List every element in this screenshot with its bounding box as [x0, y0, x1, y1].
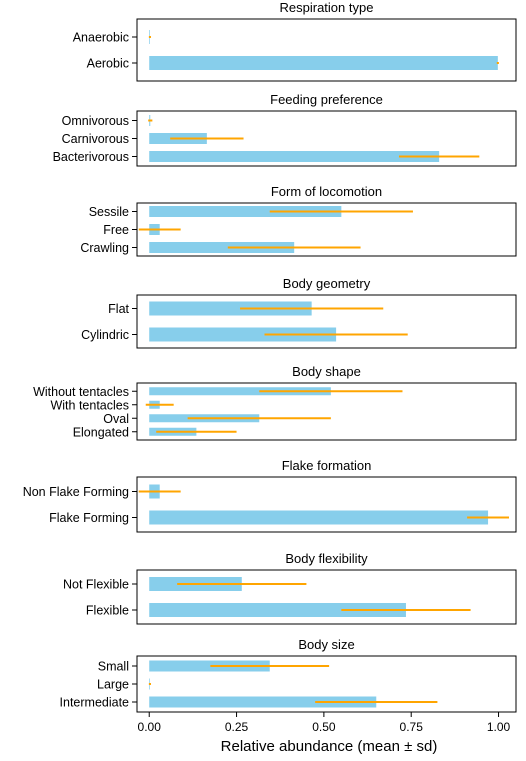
chart-panels: Respiration type Anaerobic Aerobic Feeding … — [23, 0, 517, 713]
x-tick-label: 0.00 — [138, 720, 162, 734]
category-label: Non Flake Forming — [23, 485, 129, 499]
bar — [149, 603, 406, 617]
bar — [149, 660, 270, 672]
category-label: Flexible — [86, 604, 129, 618]
bar — [149, 242, 295, 253]
category-label: Flake Forming — [49, 511, 129, 525]
bar — [149, 301, 312, 316]
category-label: Crawling — [80, 241, 129, 255]
category-label: Oval — [103, 412, 129, 426]
bar — [149, 327, 337, 342]
bar — [149, 696, 377, 708]
panel-8: Body size Small Large Intermediate — [60, 637, 517, 713]
panel-frame — [136, 18, 517, 82]
panel-frame — [136, 476, 517, 533]
category-label: Without tentacles — [33, 385, 129, 399]
category-label: Bacterivorous — [53, 150, 129, 164]
category-label: With tentacles — [50, 398, 129, 412]
category-label: Omnivorous — [62, 114, 129, 128]
category-label: Aerobic — [87, 57, 129, 71]
panel-frame — [136, 382, 517, 441]
bar — [149, 151, 440, 162]
x-axis: 0.00 0.25 0.50 0.75 1.00 — [138, 712, 511, 734]
bar — [149, 56, 498, 70]
category-label: Large — [97, 678, 129, 692]
panel-2: Feeding preference Omnivorous Carnivorous B… — [53, 92, 517, 167]
x-tick-label: 0.50 — [312, 720, 336, 734]
panel-3: Form of locomotion Sessile Free Crawling — [80, 184, 517, 257]
x-axis-title: Relative abundance (mean ± sd) — [221, 738, 438, 755]
category-label: Elongated — [73, 425, 129, 439]
panel-1: Respiration type Anaerobic Aerobic — [73, 0, 517, 82]
panel-title: Feeding preference — [270, 92, 383, 107]
bar — [149, 206, 342, 217]
panel-title: Body size — [298, 637, 354, 652]
category-label: Flat — [108, 302, 129, 316]
panel-title: Form of locomotion — [271, 184, 382, 199]
panel-frame — [136, 569, 517, 625]
panel-6: Flake formation Non Flake Forming Flake Fo… — [23, 458, 517, 533]
category-label: Anaerobic — [73, 31, 129, 45]
bar — [149, 387, 331, 396]
x-tick-label: 0.25 — [225, 720, 249, 734]
x-tick-label: 0.75 — [400, 720, 424, 734]
panel-title: Body shape — [292, 364, 361, 379]
category-label: Carnivorous — [62, 132, 129, 146]
panel-frame — [136, 294, 517, 349]
category-label: Cylindric — [81, 328, 129, 342]
bar — [149, 510, 489, 525]
x-tick-label: 1.00 — [487, 720, 511, 734]
panel-4: Body geometry Flat Cylindric — [81, 276, 517, 349]
category-label: Not Flexible — [63, 578, 129, 592]
category-label: Free — [103, 223, 129, 237]
panel-title: Respiration type — [280, 0, 374, 15]
panel-title: Flake formation — [282, 458, 372, 473]
panel-7: Body flexibility Not Flexible Flexible — [63, 551, 517, 625]
category-label: Small — [98, 660, 129, 674]
panel-title: Body geometry — [283, 276, 371, 291]
panel-title: Body flexibility — [285, 551, 368, 566]
category-label: Sessile — [89, 205, 129, 219]
category-label: Intermediate — [60, 696, 130, 710]
